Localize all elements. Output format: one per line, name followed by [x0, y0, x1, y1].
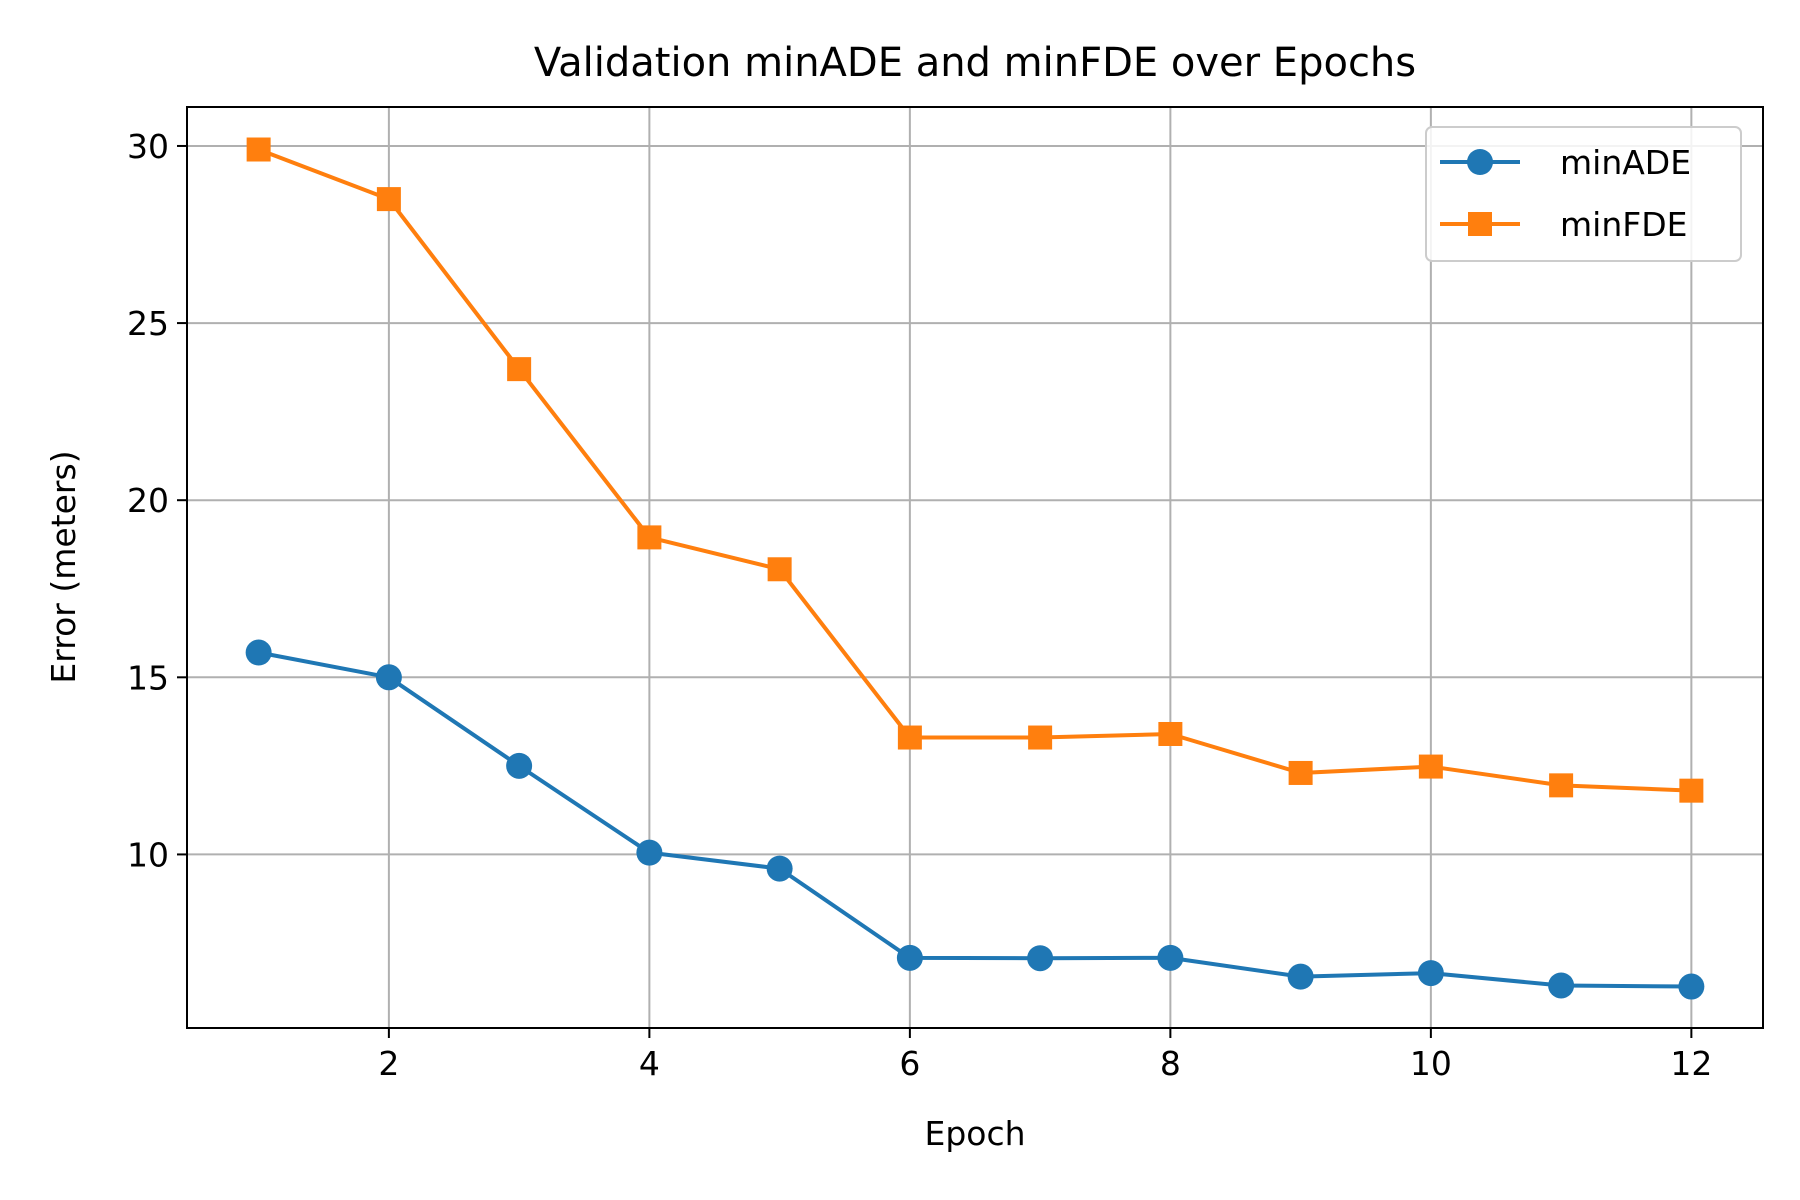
legend-marker — [1468, 212, 1492, 236]
y-tick-label: 20 — [127, 481, 169, 520]
x-tick-label: 12 — [1670, 1044, 1712, 1083]
series-line-minFDE — [257, 147, 1692, 793]
data-point-minFDE — [507, 357, 532, 382]
x-axis: 2 4 6 8 10 12 — [378, 1028, 1712, 1083]
data-point-minFDE — [1679, 778, 1704, 803]
series-minFDE — [246, 137, 1704, 803]
legend-item-minADE: minADE — [1440, 143, 1691, 182]
data-point-minFDE — [1288, 760, 1313, 785]
x-tick-label: 4 — [639, 1044, 660, 1083]
legend: minADE minFDE — [1425, 126, 1742, 262]
y-axis: 10 15 20 25 30 — [127, 127, 187, 874]
data-point-minFDE — [246, 137, 271, 162]
x-tick-label: 2 — [378, 1044, 399, 1083]
legend-label: minFDE — [1560, 205, 1687, 244]
x-tick-label: 8 — [1160, 1044, 1181, 1083]
series-minADE — [245, 639, 1705, 1000]
legend-label: minADE — [1560, 143, 1691, 182]
data-point-minFDE — [1418, 754, 1443, 779]
y-tick-label: 15 — [127, 658, 169, 697]
y-tick-label: 30 — [127, 127, 169, 166]
series-line-minADE — [258, 650, 1692, 989]
data-point-minADE — [1678, 973, 1705, 1000]
data-point-minFDE — [767, 557, 792, 582]
legend-item-minFDE: minFDE — [1440, 205, 1687, 244]
data-point-minADE — [1027, 945, 1054, 972]
data-point-minFDE — [1028, 725, 1053, 750]
series-layer — [245, 137, 1705, 1000]
data-point-minADE — [1157, 944, 1184, 971]
data-point-minADE — [1287, 963, 1314, 990]
plot-frame — [186, 106, 1764, 1029]
data-point-minADE — [1417, 960, 1444, 987]
x-tick-label: 6 — [899, 1044, 920, 1083]
x-axis-label: Epoch — [924, 1114, 1025, 1153]
data-point-minADE — [766, 855, 793, 882]
data-point-minADE — [636, 839, 663, 866]
legend-marker — [1467, 149, 1493, 175]
data-point-minADE — [245, 639, 272, 666]
data-point-minADE — [506, 752, 533, 779]
x-tick-label: 10 — [1410, 1044, 1452, 1083]
chart-title: Validation minADE and minFDE over Epochs — [534, 40, 1416, 86]
data-point-minADE — [375, 664, 402, 691]
data-point-minFDE — [1158, 721, 1183, 746]
data-point-minFDE — [1549, 773, 1574, 798]
data-point-minADE — [1548, 972, 1575, 999]
y-tick-label: 25 — [127, 304, 169, 343]
data-point-minFDE — [376, 187, 401, 212]
data-point-minFDE — [637, 525, 662, 550]
y-axis-label: Error (meters) — [44, 450, 83, 683]
y-tick-label: 10 — [127, 835, 169, 874]
data-point-minADE — [896, 944, 923, 971]
data-point-minFDE — [897, 725, 922, 750]
